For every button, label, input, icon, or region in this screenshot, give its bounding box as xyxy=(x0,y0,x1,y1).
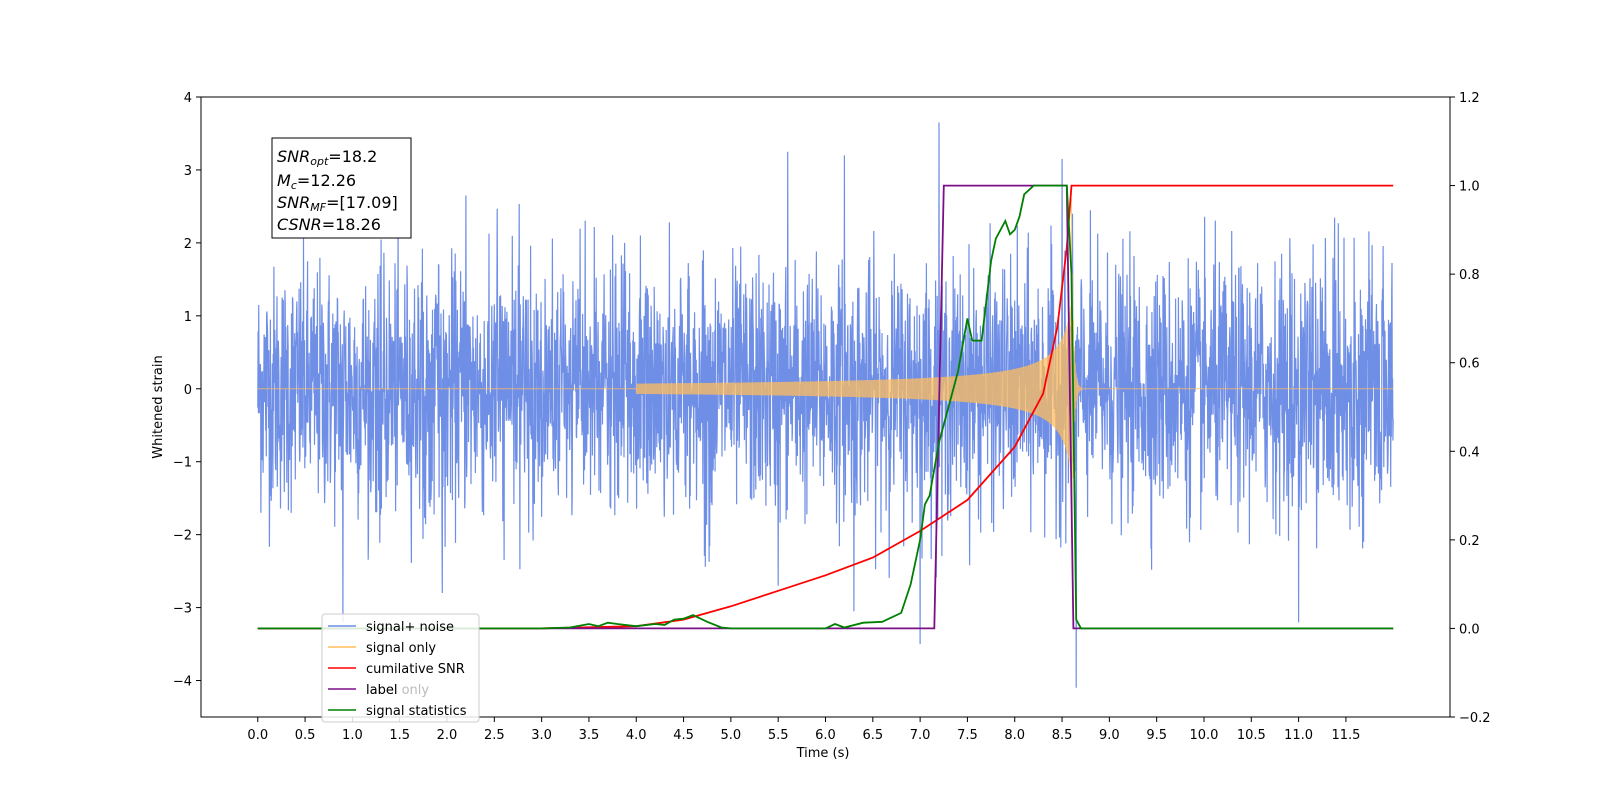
x-tick-label: 1.0 xyxy=(342,728,363,743)
x-tick-label: 5.5 xyxy=(768,728,789,743)
y-tick-label: 3 xyxy=(184,164,192,179)
y-tick-label: −3 xyxy=(173,602,192,617)
y2-tick-label: 0.0 xyxy=(1459,622,1480,637)
x-tick-label: 9.5 xyxy=(1146,728,1167,743)
y2-tick-label: 1.0 xyxy=(1459,180,1480,195)
info-box-frame xyxy=(271,137,412,239)
series-signal-statistics xyxy=(257,184,1394,630)
legend-frame xyxy=(321,613,480,723)
y-tick-label: −2 xyxy=(173,529,192,544)
x-tick-label: 6.0 xyxy=(815,728,836,743)
series-signal-only xyxy=(257,199,1394,537)
x-axis-label: Time (s) xyxy=(796,746,850,761)
info-mc: Mc=12.26 xyxy=(277,171,356,192)
info-csnr: CSNR=18.26 xyxy=(277,215,381,234)
info-snr-mf: SNRMF=[17.09] xyxy=(277,193,398,214)
y-tick-label: −1 xyxy=(173,456,192,471)
y2-tick-label: 0.6 xyxy=(1459,357,1480,372)
legend-label-signal-only: signal only xyxy=(366,641,436,656)
y2-tick-label: 0.8 xyxy=(1459,268,1480,283)
y-tick-label: −4 xyxy=(173,675,192,690)
info-snr-opt: SNRopt=18.2 xyxy=(277,147,377,168)
x-tick-label: 8.5 xyxy=(1052,728,1073,743)
info-box: SNRopt=18.2 Mc=12.26 SNRMF=[17.09] CSNR=… xyxy=(271,137,412,239)
y2-tick-label: 0.4 xyxy=(1459,445,1480,460)
y2-tick-label: 1.2 xyxy=(1459,91,1480,106)
plot-area xyxy=(257,122,1394,688)
legend-label-stats: signal statistics xyxy=(366,704,467,719)
y2-tick-label: 0.2 xyxy=(1459,534,1480,549)
series-signal-noise xyxy=(257,122,1394,688)
x-tick-label: 9.0 xyxy=(1099,728,1120,743)
x-tick-label: 10.0 xyxy=(1190,728,1219,743)
x-tick-label: 1.5 xyxy=(389,728,410,743)
x-tick-label: 7.0 xyxy=(910,728,931,743)
x-tick-label: 4.5 xyxy=(673,728,694,743)
x-tick-label: 0.0 xyxy=(247,728,268,743)
legend-label-signal-noise: signal+ noise xyxy=(366,620,454,635)
y-tick-label: 0 xyxy=(184,383,192,398)
series-cumulative-snr xyxy=(257,184,1394,630)
x-tick-label: 7.5 xyxy=(957,728,978,743)
legend: signal+ noise signal only cumilative SNR… xyxy=(321,613,480,723)
x-tick-label: 8.0 xyxy=(1004,728,1025,743)
x-tick-label: 3.5 xyxy=(579,728,600,743)
x-tick-label: 5.0 xyxy=(721,728,742,743)
x-tick-label: 11.0 xyxy=(1284,728,1313,743)
x-tick-label: 4.0 xyxy=(626,728,647,743)
y-tick-label: 4 xyxy=(184,91,192,106)
x-tick-label: 2.0 xyxy=(437,728,458,743)
x-tick-label: 6.5 xyxy=(862,728,883,743)
x-tick-label: 3.0 xyxy=(531,728,552,743)
legend-label-csnr: cumilative SNR xyxy=(366,662,465,677)
y2-tick-label: −0.2 xyxy=(1459,711,1491,726)
y-axis-label: Whitened strain xyxy=(151,355,166,458)
legend-label-label: label xyxy=(366,683,397,698)
y-tick-label: 2 xyxy=(184,237,192,252)
x-tick-label: 11.5 xyxy=(1331,728,1360,743)
legend-occluded-label-only: label only xyxy=(366,683,429,698)
axis-ticks: 0.0 0.5 1.0 1.5 2.0 2.5 3.0 3.5 4.0 4.5 5.0 5.5 6.0 6… xyxy=(173,91,1491,743)
x-tick-label: 0.5 xyxy=(295,728,316,743)
x-tick-label: 2.5 xyxy=(484,728,505,743)
x-tick-label: 10.5 xyxy=(1237,728,1266,743)
y-tick-label: 1 xyxy=(184,310,192,325)
